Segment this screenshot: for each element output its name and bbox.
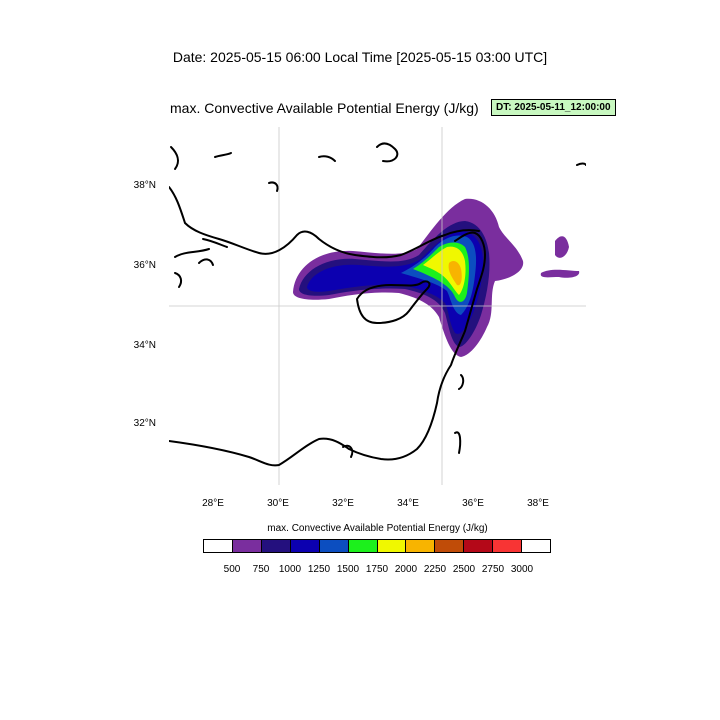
lat-tick-label: 34°N [133, 340, 156, 351]
lat-tick-label: 32°N [133, 418, 156, 429]
coastline-northeast [576, 162, 586, 166]
lon-tick-label: 30°E [267, 498, 289, 509]
colorbar-label: 2250 [423, 564, 447, 575]
cape-level-500-blob [555, 236, 569, 258]
colorbar-label: 1000 [278, 564, 302, 575]
coastline-africa-levant [169, 231, 486, 467]
colorbar-cell [348, 540, 378, 552]
lon-tick-label: 38°E [527, 498, 549, 509]
colorbar-label: 3000 [510, 564, 534, 575]
cape-contours [293, 198, 580, 357]
colorbar-cell [493, 540, 523, 552]
colorbar-label: 1250 [307, 564, 331, 575]
colorbar-cell [232, 540, 262, 552]
date-line: Date: 2025-05-15 06:00 Local Time [2025-… [172, 49, 548, 65]
colorbar-title: max. Convective Available Potential Ener… [267, 523, 488, 534]
coastline-aegean-3 [170, 146, 179, 170]
lon-tick-label: 28°E [202, 498, 224, 509]
coastline-anatolia [169, 186, 480, 259]
lat-tick-label: 38°N [133, 180, 156, 191]
coastline-sinai [454, 431, 462, 454]
lon-tick-label: 34°E [397, 498, 419, 509]
plot-title: max. Convective Available Potential Ener… [170, 100, 479, 116]
colorbar-label: 750 [252, 564, 270, 575]
coastline-aegean-1 [174, 248, 210, 258]
lat-tick-label: 36°N [133, 260, 156, 271]
colorbar-cell [204, 540, 233, 552]
coastlines [169, 142, 586, 467]
grid-lines [169, 127, 586, 485]
colorbar-cell [406, 540, 436, 552]
coastline-small-island [458, 374, 465, 390]
colorbar-label: 2000 [394, 564, 418, 575]
colorbar-label: 2500 [452, 564, 476, 575]
lon-tick-label: 36°E [462, 498, 484, 509]
cape-level-1750 [423, 246, 466, 295]
colorbar-label: 1500 [336, 564, 360, 575]
coastline-rhodes [174, 272, 183, 288]
cape-level-2000 [448, 261, 462, 286]
coastline-delta [342, 444, 354, 458]
coastline-aegean-6 [318, 155, 336, 162]
dt-badge: DT: 2025-05-11_12:00:00 [491, 99, 616, 116]
colorbar-label: 500 [223, 564, 241, 575]
coastline-aegean-5 [376, 142, 399, 163]
map-panel [169, 127, 586, 485]
colorbar-cell [435, 540, 465, 552]
coastline-aegean-4 [214, 152, 232, 158]
colorbar-label: 2750 [481, 564, 505, 575]
colorbar [203, 539, 551, 553]
coastline-crete [202, 238, 228, 248]
colorbar-cell [522, 540, 551, 552]
lon-tick-label: 32°E [332, 498, 354, 509]
coastline-cyprus [356, 280, 431, 324]
colorbar-cell [377, 540, 407, 552]
coastline-aegean-2 [198, 258, 214, 266]
colorbar-cell [261, 540, 291, 552]
colorbar-cell [290, 540, 320, 552]
map-canvas [169, 127, 586, 485]
cape-level-500-east [540, 269, 580, 278]
colorbar-cell [319, 540, 349, 552]
coastline-aegean-7 [268, 181, 279, 192]
colorbar-cell [464, 540, 494, 552]
colorbar-label: 1750 [365, 564, 389, 575]
